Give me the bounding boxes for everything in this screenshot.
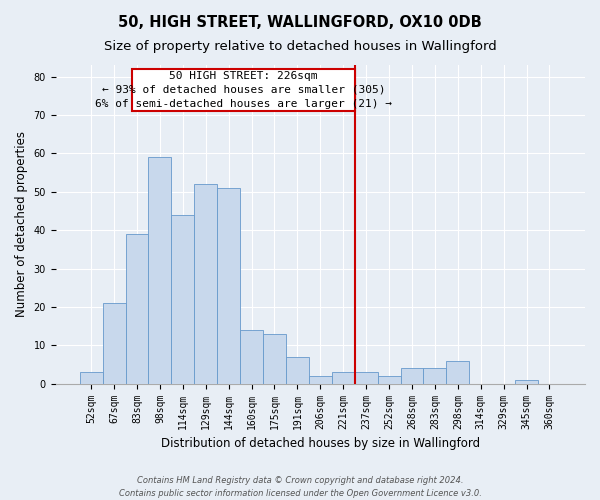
Bar xyxy=(103,303,125,384)
Bar xyxy=(424,368,446,384)
Bar xyxy=(263,334,286,384)
Bar xyxy=(332,372,355,384)
Text: Contains HM Land Registry data © Crown copyright and database right 2024.
Contai: Contains HM Land Registry data © Crown c… xyxy=(119,476,481,498)
Bar xyxy=(148,157,172,384)
Text: 50, HIGH STREET, WALLINGFORD, OX10 0DB: 50, HIGH STREET, WALLINGFORD, OX10 0DB xyxy=(118,15,482,30)
Bar xyxy=(286,357,309,384)
Text: 50 HIGH STREET: 226sqm
← 93% of detached houses are smaller (305)
6% of semi-det: 50 HIGH STREET: 226sqm ← 93% of detached… xyxy=(95,71,392,109)
Bar xyxy=(172,214,194,384)
Bar xyxy=(194,184,217,384)
Bar xyxy=(515,380,538,384)
X-axis label: Distribution of detached houses by size in Wallingford: Distribution of detached houses by size … xyxy=(161,437,480,450)
Bar xyxy=(217,188,240,384)
Bar xyxy=(240,330,263,384)
Y-axis label: Number of detached properties: Number of detached properties xyxy=(15,132,28,318)
Bar xyxy=(80,372,103,384)
Bar xyxy=(125,234,148,384)
FancyBboxPatch shape xyxy=(133,69,355,111)
Bar xyxy=(446,360,469,384)
Bar xyxy=(401,368,424,384)
Bar xyxy=(309,376,332,384)
Text: Size of property relative to detached houses in Wallingford: Size of property relative to detached ho… xyxy=(104,40,496,53)
Bar xyxy=(355,372,377,384)
Bar xyxy=(377,376,401,384)
